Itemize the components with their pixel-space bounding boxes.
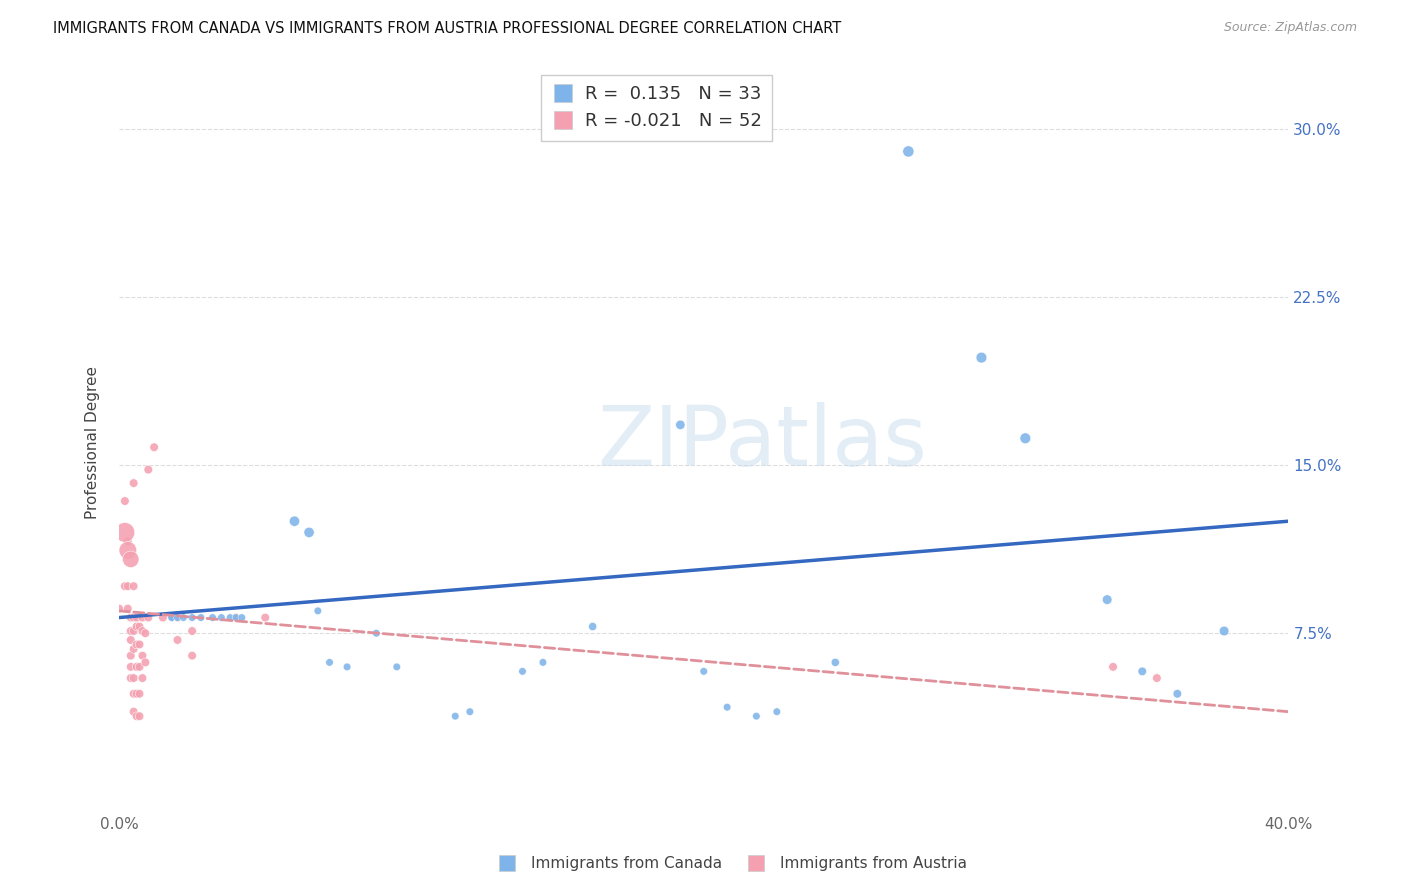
Point [531, 656, 554, 670]
Point [122, 705, 145, 719]
Point [120, 648, 142, 663]
Point [512, 665, 534, 679]
Point [136, 610, 159, 624]
Point [136, 463, 159, 477]
Point [201, 610, 224, 624]
Point [125, 709, 148, 723]
Point [181, 624, 204, 638]
Point [131, 648, 153, 663]
Point [970, 351, 993, 365]
Text: ZIPatlas: ZIPatlas [598, 402, 927, 483]
Point [1102, 660, 1125, 674]
Point [444, 709, 467, 723]
Point [231, 610, 253, 624]
Point [122, 476, 145, 491]
Point [693, 665, 716, 679]
Point [307, 604, 329, 618]
Text: Source: ZipAtlas.com: Source: ZipAtlas.com [1223, 21, 1357, 34]
Point [1014, 431, 1036, 445]
Point [897, 145, 920, 159]
Point [298, 525, 321, 540]
Legend: Immigrants from Canada, Immigrants from Austria: Immigrants from Canada, Immigrants from … [489, 850, 973, 877]
Point [120, 610, 142, 624]
Point [172, 610, 194, 624]
Point [143, 440, 166, 454]
Point [128, 619, 150, 633]
Point [131, 610, 153, 624]
Point [254, 610, 277, 624]
Point [669, 417, 692, 432]
Point [152, 610, 174, 624]
Text: IMMIGRANTS FROM CANADA VS IMMIGRANTS FROM AUSTRIA PROFESSIONAL DEGREE CORRELATIO: IMMIGRANTS FROM CANADA VS IMMIGRANTS FRO… [53, 21, 842, 36]
Point [122, 579, 145, 593]
Point [122, 687, 145, 701]
Point [160, 610, 183, 624]
Point [114, 579, 136, 593]
Point [131, 671, 153, 685]
Legend: R =  0.135   N = 33, R = -0.021   N = 52: R = 0.135 N = 33, R = -0.021 N = 52 [541, 75, 772, 141]
Point [117, 543, 139, 558]
Point [582, 619, 605, 633]
Point [117, 534, 139, 549]
Point [131, 624, 153, 638]
Point [114, 525, 136, 540]
Point [181, 610, 204, 624]
Point [458, 705, 481, 719]
Point [1166, 687, 1188, 701]
Point [181, 648, 204, 663]
Y-axis label: Professional Degree: Professional Degree [86, 367, 100, 519]
Point [120, 671, 142, 685]
Point [117, 579, 139, 593]
Point [125, 687, 148, 701]
Point [824, 656, 846, 670]
Point [336, 660, 359, 674]
Point [716, 700, 738, 714]
Point [122, 624, 145, 638]
Point [134, 626, 156, 640]
Point [166, 610, 188, 624]
Point [283, 514, 305, 528]
Point [190, 610, 212, 624]
Point [166, 610, 188, 624]
Point [1095, 592, 1118, 607]
Point [128, 637, 150, 651]
Point [385, 660, 408, 674]
Point [160, 610, 183, 624]
Point [120, 552, 142, 566]
Point [120, 624, 142, 638]
Point [366, 626, 388, 640]
Point [122, 642, 145, 657]
Point [125, 660, 148, 674]
Point [128, 660, 150, 674]
Point [108, 601, 131, 615]
Point [122, 610, 145, 624]
Point [1130, 665, 1153, 679]
Point [1146, 671, 1168, 685]
Point [117, 601, 139, 615]
Point [219, 610, 242, 624]
Point [745, 709, 768, 723]
Point [125, 637, 148, 651]
Point [125, 610, 148, 624]
Point [122, 671, 145, 685]
Point [120, 660, 142, 674]
Point [225, 610, 247, 624]
Point [766, 705, 789, 719]
Point [128, 709, 150, 723]
Point [1213, 624, 1236, 638]
Point [120, 632, 142, 647]
Point [166, 632, 188, 647]
Point [114, 494, 136, 508]
Point [125, 619, 148, 633]
Point [318, 656, 340, 670]
Point [225, 610, 247, 624]
Point [209, 610, 232, 624]
Point [134, 656, 156, 670]
Point [128, 687, 150, 701]
